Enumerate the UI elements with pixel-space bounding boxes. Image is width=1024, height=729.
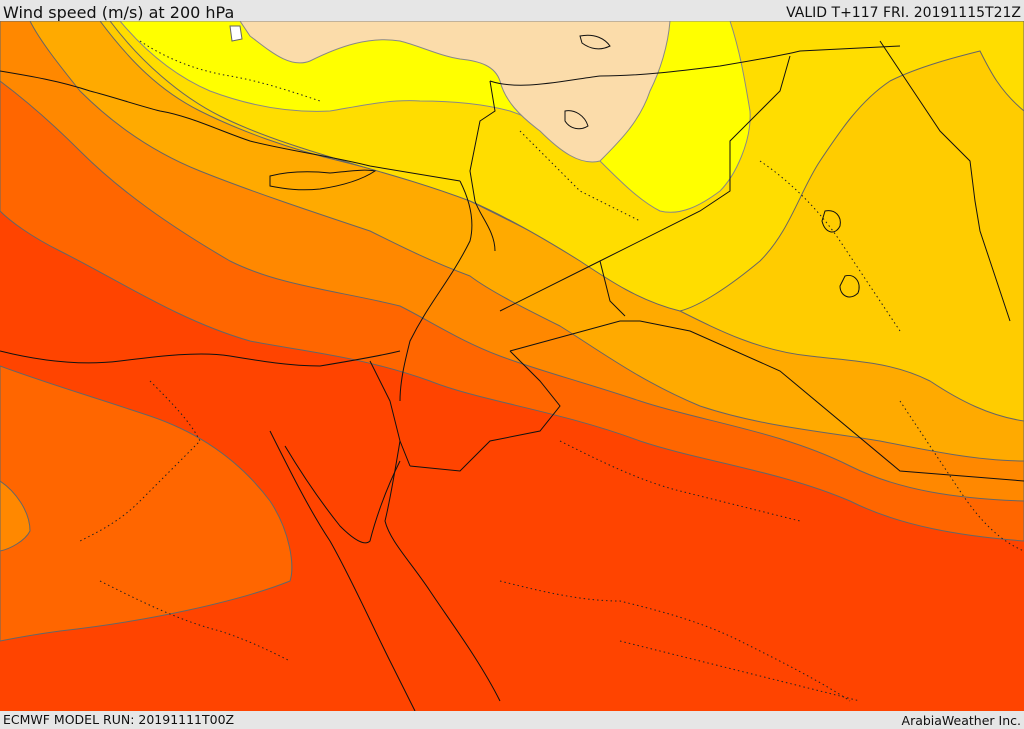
internal-boundary-syria — [519, 130, 641, 222]
internal-boundary-iraq — [759, 160, 901, 332]
wind-band-lightest-small — [229, 25, 243, 42]
wind-band-dark-orange-sw — [0, 480, 31, 552]
wind-speed-map — [0, 21, 1024, 711]
internal-boundary-north — [139, 40, 321, 102]
border-egypt-israel — [369, 360, 411, 467]
model-run-label: ECMWF MODEL RUN: 20191111T00Z — [3, 712, 235, 727]
cyprus-island — [269, 169, 377, 191]
border-jordan-saudi-south — [409, 350, 561, 472]
wind-band-lightest — [239, 21, 671, 163]
border-saudi-iraq — [599, 260, 626, 317]
coastline-red-sea-west — [269, 430, 416, 711]
border-saudi-jordan — [509, 320, 1024, 482]
valid-time-label: VALID T+117 FRI. 20191115T21Z — [786, 5, 1021, 21]
coastline-levant — [399, 180, 473, 402]
map-header: Wind speed (m/s) at 200 hPa VALID T+117 … — [0, 0, 1024, 22]
border-syria-iraq — [469, 80, 496, 252]
lake-north — [564, 110, 589, 130]
border-jordan-iraq — [499, 55, 791, 312]
credit-label: ArabiaWeather Inc. — [901, 713, 1021, 728]
internal-boundary-saudi-1 — [559, 440, 801, 522]
wind-band-red-orange-sw — [0, 365, 293, 642]
map-title: Wind speed (m/s) at 200 hPa — [3, 3, 235, 22]
coastline-egypt-north — [0, 350, 401, 367]
map-footer: ECMWF MODEL RUN: 20191111T00Z ArabiaWeat… — [0, 711, 1024, 729]
internal-boundary-east — [899, 400, 1024, 552]
lake-east-2 — [839, 274, 860, 298]
border-turkey-syria — [489, 45, 901, 86]
gulf-of-suez — [284, 445, 401, 544]
lake-north-2 — [579, 34, 611, 50]
border-iraq-iran — [879, 40, 1011, 322]
coastline-red-sea-east — [384, 440, 501, 702]
lake-east — [821, 210, 841, 233]
coastline-north — [0, 70, 461, 182]
